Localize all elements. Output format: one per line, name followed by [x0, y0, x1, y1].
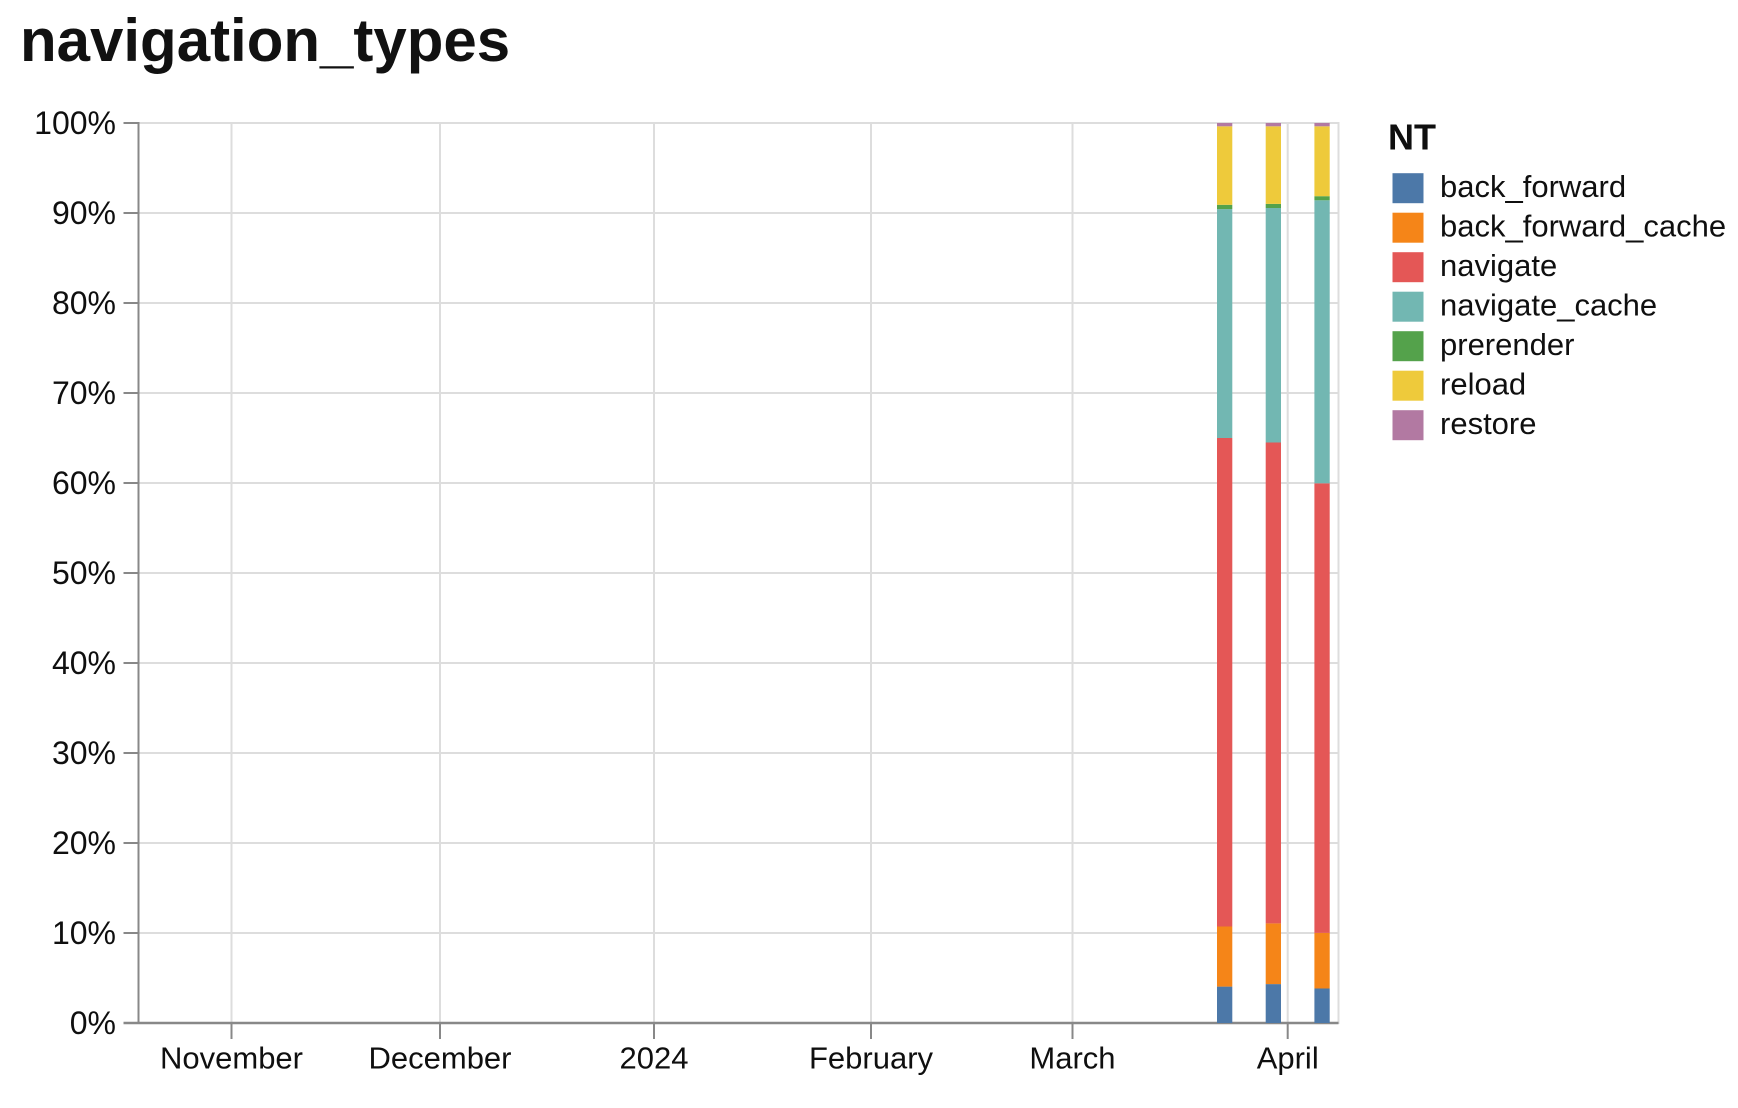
svg-text:navigate: navigate [1440, 248, 1557, 283]
svg-text:February: February [809, 1041, 934, 1076]
svg-text:back_forward_cache: back_forward_cache [1440, 209, 1726, 244]
svg-text:2024: 2024 [620, 1041, 689, 1076]
svg-text:40%: 40% [52, 645, 116, 681]
svg-text:prerender: prerender [1440, 327, 1574, 362]
svg-text:navigate_cache: navigate_cache [1440, 288, 1657, 323]
svg-text:30%: 30% [52, 735, 116, 771]
svg-text:back_forward: back_forward [1440, 169, 1626, 204]
svg-text:March: March [1029, 1041, 1115, 1076]
svg-text:20%: 20% [52, 825, 116, 861]
svg-text:April: April [1257, 1041, 1319, 1076]
svg-text:90%: 90% [52, 195, 116, 231]
svg-text:December: December [369, 1041, 512, 1076]
svg-text:50%: 50% [52, 555, 116, 591]
svg-text:reload: reload [1440, 367, 1526, 402]
svg-text:80%: 80% [52, 285, 116, 321]
svg-text:0%: 0% [70, 1005, 116, 1041]
svg-text:NT: NT [1388, 117, 1436, 158]
svg-text:60%: 60% [52, 465, 116, 501]
svg-text:November: November [160, 1041, 303, 1076]
svg-text:restore: restore [1440, 406, 1536, 441]
svg-text:100%: 100% [34, 105, 116, 141]
svg-text:70%: 70% [52, 375, 116, 411]
svg-text:10%: 10% [52, 915, 116, 951]
